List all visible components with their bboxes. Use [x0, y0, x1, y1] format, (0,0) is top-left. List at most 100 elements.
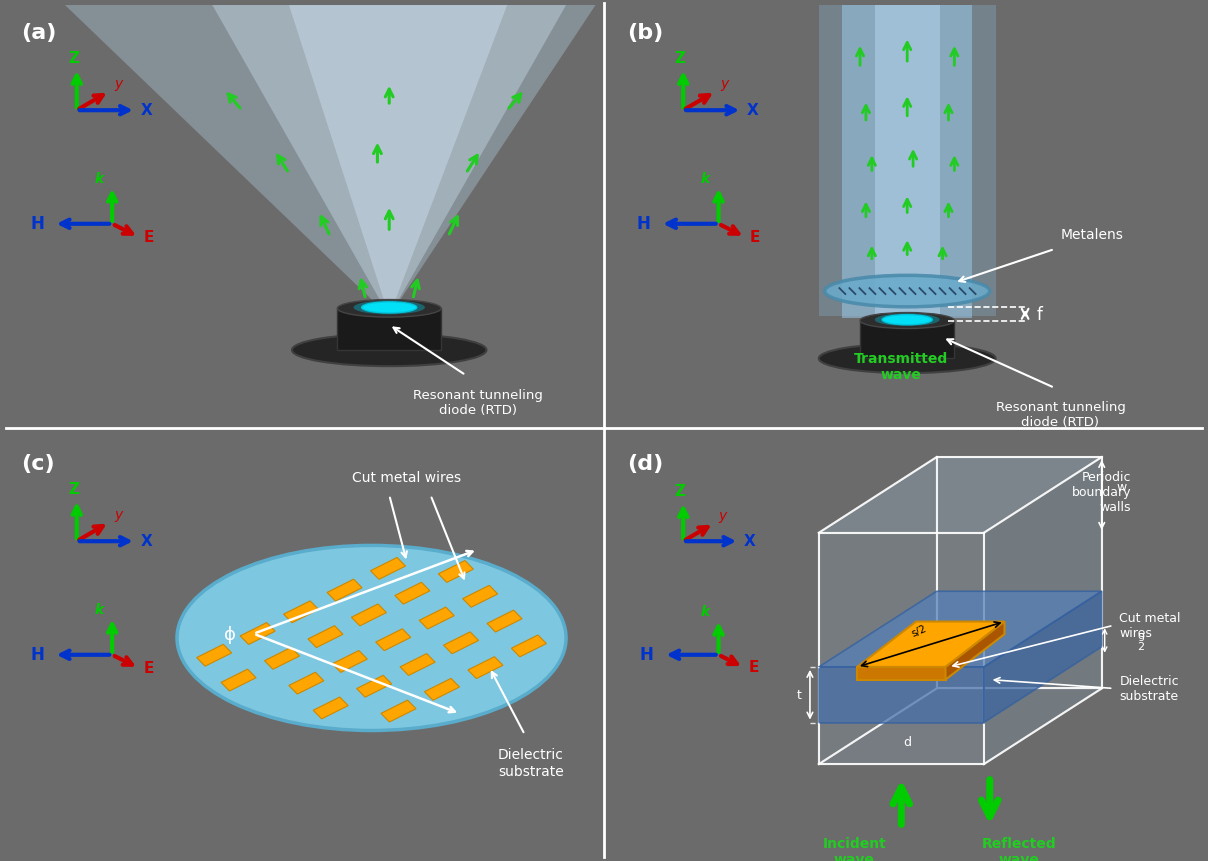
Polygon shape	[819, 457, 1102, 533]
Text: E: E	[748, 660, 759, 675]
Text: Z: Z	[68, 51, 79, 65]
Text: k: k	[94, 602, 104, 616]
Polygon shape	[65, 6, 596, 317]
Text: Dielectric
substrate: Dielectric substrate	[498, 747, 564, 777]
Polygon shape	[308, 626, 343, 647]
Text: Cut metal
wires: Cut metal wires	[1120, 611, 1181, 640]
FancyBboxPatch shape	[337, 309, 441, 350]
Ellipse shape	[354, 301, 425, 315]
Text: Periodic
boundary
walls: Periodic boundary walls	[1071, 470, 1131, 513]
Ellipse shape	[292, 334, 487, 367]
Text: H: H	[30, 645, 43, 663]
Text: H: H	[637, 214, 650, 232]
Bar	[819, 0, 995, 317]
Polygon shape	[819, 533, 983, 765]
Polygon shape	[289, 672, 324, 694]
Polygon shape	[376, 629, 411, 651]
Text: X: X	[744, 534, 756, 548]
Text: Reflected
wave: Reflected wave	[982, 836, 1057, 861]
Polygon shape	[213, 6, 567, 317]
Text: E: E	[750, 230, 760, 245]
Polygon shape	[858, 622, 1005, 667]
Ellipse shape	[860, 313, 954, 329]
Ellipse shape	[337, 300, 441, 318]
Text: X: X	[140, 534, 152, 548]
Polygon shape	[419, 607, 454, 629]
Polygon shape	[395, 583, 430, 604]
Bar	[842, 0, 972, 319]
Text: Incident
wave: Incident wave	[823, 836, 885, 861]
Polygon shape	[424, 678, 459, 701]
Text: f: f	[1036, 306, 1043, 324]
Polygon shape	[197, 645, 232, 666]
Text: Cut metal wires: Cut metal wires	[353, 471, 461, 485]
Text: Z: Z	[674, 483, 685, 499]
Text: k: k	[701, 604, 710, 618]
Ellipse shape	[361, 302, 417, 313]
Polygon shape	[284, 601, 319, 623]
Text: Resonant tunneling
diode (RTD): Resonant tunneling diode (RTD)	[413, 388, 542, 417]
Text: Resonant tunneling
diode (RTD): Resonant tunneling diode (RTD)	[995, 401, 1126, 429]
Text: Dielectric
substrate: Dielectric substrate	[1120, 675, 1179, 703]
Text: (d): (d)	[627, 454, 663, 474]
Text: g
2: g 2	[1137, 630, 1144, 652]
Text: Z: Z	[674, 51, 685, 65]
Polygon shape	[463, 585, 498, 608]
Text: H: H	[640, 645, 654, 663]
Text: E: E	[144, 660, 153, 675]
Text: E: E	[144, 230, 153, 245]
Polygon shape	[858, 667, 946, 680]
Text: Metalens: Metalens	[1061, 227, 1123, 241]
Text: y: y	[114, 77, 122, 91]
Text: (b): (b)	[627, 23, 663, 43]
Polygon shape	[289, 6, 507, 317]
FancyBboxPatch shape	[860, 321, 954, 359]
Polygon shape	[487, 610, 522, 632]
Text: (a): (a)	[21, 23, 56, 43]
Text: Z: Z	[68, 481, 79, 496]
Polygon shape	[819, 667, 983, 722]
Polygon shape	[332, 651, 367, 672]
Polygon shape	[467, 657, 503, 678]
Polygon shape	[819, 592, 1102, 667]
Ellipse shape	[825, 276, 989, 307]
Polygon shape	[240, 623, 275, 645]
Text: d: d	[904, 735, 911, 748]
Polygon shape	[439, 561, 474, 583]
Polygon shape	[313, 697, 348, 719]
Polygon shape	[983, 457, 1102, 765]
Text: y: y	[720, 77, 728, 91]
Text: k: k	[701, 171, 710, 185]
Ellipse shape	[875, 314, 940, 326]
Polygon shape	[327, 579, 362, 601]
Ellipse shape	[819, 344, 995, 374]
Text: (c): (c)	[21, 454, 54, 474]
Polygon shape	[265, 647, 300, 670]
Polygon shape	[371, 558, 406, 579]
Polygon shape	[858, 622, 1005, 667]
Ellipse shape	[178, 546, 567, 731]
Polygon shape	[221, 669, 256, 691]
Text: y: y	[114, 507, 122, 522]
Text: k: k	[94, 171, 104, 185]
Text: X: X	[140, 103, 152, 118]
Text: Transmitted
wave: Transmitted wave	[854, 352, 948, 382]
Ellipse shape	[882, 315, 933, 325]
Text: X: X	[747, 103, 759, 118]
Polygon shape	[352, 604, 387, 626]
Polygon shape	[819, 689, 1102, 765]
Text: y: y	[719, 508, 727, 523]
Polygon shape	[381, 700, 416, 722]
Polygon shape	[936, 457, 1102, 689]
Text: H: H	[30, 214, 43, 232]
Polygon shape	[819, 457, 936, 765]
Polygon shape	[400, 653, 435, 676]
Polygon shape	[511, 635, 546, 657]
Text: ϕ: ϕ	[223, 625, 236, 643]
Polygon shape	[443, 632, 478, 654]
Text: t: t	[796, 689, 801, 702]
Polygon shape	[983, 592, 1102, 722]
Text: s/2: s/2	[910, 623, 928, 638]
Bar	[875, 0, 940, 319]
Polygon shape	[946, 622, 1005, 680]
